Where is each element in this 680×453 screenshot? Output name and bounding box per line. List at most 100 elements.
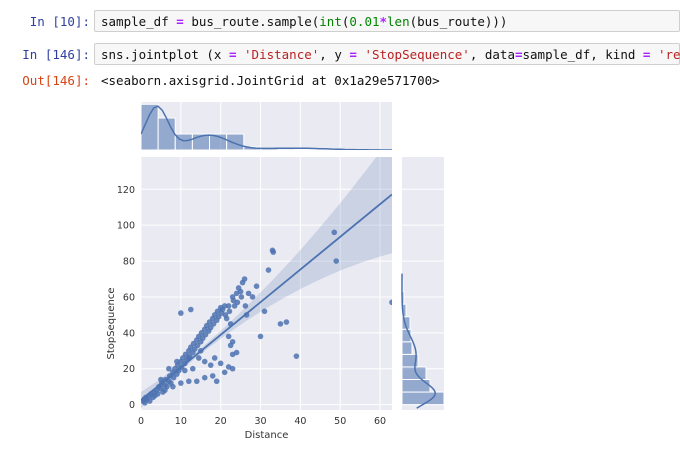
scatter-point (225, 333, 232, 340)
x-marginal-area (141, 103, 392, 150)
code-token: = (642, 47, 651, 62)
scatter-point (265, 267, 272, 273)
scatter-point (189, 365, 196, 372)
code-input[interactable]: sns.jointplot (x = 'Distance', y = 'Stop… (94, 43, 680, 65)
x-tick-label: 30 (254, 416, 266, 427)
scatter-point (193, 378, 200, 385)
output-prompt: Out[146]: (22, 73, 90, 88)
input-prompt: In [10]: (29, 14, 90, 29)
scatter-point (178, 380, 184, 386)
code-token: = (228, 47, 237, 62)
confidence-band (141, 157, 392, 409)
y-axis-label: StopSequence (106, 287, 117, 359)
scatter-point (194, 342, 201, 349)
y-tick-label: 100 (117, 221, 135, 232)
x-tick-label: 20 (215, 416, 227, 427)
code-token: sample_df, kind (522, 47, 643, 62)
x-kde-curve (141, 105, 392, 150)
code-token: , y (319, 47, 350, 62)
scatter-point (270, 249, 277, 255)
scatter-point (226, 308, 233, 315)
scatter-point (211, 355, 218, 361)
scatter-point (146, 398, 153, 404)
scatter-point (277, 321, 284, 327)
scatter-point (201, 374, 208, 381)
code-token: , data (469, 47, 515, 62)
code-token: . (123, 47, 132, 62)
scatter-point (253, 283, 260, 289)
scatter-point (188, 306, 194, 313)
y-tick-label: 20 (123, 364, 135, 375)
scatter-point (333, 258, 340, 264)
code-token: 'reg' (657, 47, 680, 62)
scatter-point (257, 333, 264, 340)
code-token: jointplot (x (131, 47, 229, 62)
x-tick-label: 0 (138, 416, 144, 427)
scatter-point (221, 303, 228, 309)
scatter-point (223, 315, 230, 322)
code-token: * (379, 14, 388, 29)
code-token: = (349, 47, 357, 62)
scatter-point (237, 288, 244, 295)
code-token: . (259, 14, 267, 29)
code-token: = (176, 14, 184, 29)
scatter-point (186, 378, 192, 385)
x-tick-label: 50 (334, 416, 346, 427)
scatter-point (202, 331, 209, 338)
y-kde-curve (401, 273, 436, 409)
scatter-point (261, 308, 268, 315)
scatter-point (249, 294, 256, 300)
scatter-point (234, 299, 241, 306)
y-tick-label: 40 (123, 328, 135, 339)
input-prompt: In [146]: (22, 47, 90, 62)
scatter-point (182, 367, 188, 374)
code-token: sns (101, 47, 124, 62)
x-histogram-bar (157, 117, 176, 150)
code-token: (bus_route))) (409, 14, 508, 29)
y-tick-label: 60 (123, 292, 135, 303)
scatter-point (166, 365, 172, 372)
y-tick-label: 120 (117, 185, 135, 196)
code-token: 'Distance' (244, 47, 320, 62)
y-histogram-bar (401, 366, 427, 380)
scatter-point (331, 229, 338, 236)
code-token: 'StopSequence' (364, 47, 470, 62)
code-token: ( (341, 14, 350, 29)
x-histogram-bar (174, 133, 193, 150)
code-token: sample_df (101, 14, 177, 29)
x-tick-label: 10 (175, 416, 187, 427)
code-cell-1[interactable]: In [10]: sample_df = bus_route.sample(in… (0, 10, 680, 34)
y-tick-label: 0 (129, 400, 135, 411)
scatter-point (242, 303, 249, 309)
code-input[interactable]: sample_df = bus_route.sample(int(0.01*le… (94, 10, 680, 32)
scatter-point (178, 310, 184, 316)
scatter-point (209, 373, 216, 379)
scatter-point (207, 362, 214, 368)
scatter-point (195, 355, 202, 361)
scatter-point (221, 369, 228, 376)
scatter-point (233, 349, 240, 356)
scatter-point (241, 276, 248, 282)
x-tick-label: 40 (294, 416, 306, 427)
scatter-point (238, 294, 245, 300)
x-histogram-bar (226, 133, 245, 150)
scatter-point (217, 360, 224, 367)
scatter-point (225, 303, 232, 309)
x-tick-label: 60 (374, 416, 386, 427)
x-marginal-histogram (140, 102, 392, 150)
y-marginal-histogram (401, 157, 445, 410)
y-histogram-bar (401, 341, 413, 355)
scatter-point (213, 378, 220, 385)
regression-line (141, 193, 392, 401)
scatter-point (158, 376, 164, 383)
joint-scatter-plot: 0 10 20 30 40 50 60 0 20 40 60 80 100 120 Distance Stop… (106, 157, 392, 441)
plot-area (141, 157, 392, 409)
code-cell-2[interactable]: In [146]: sns.jointplot (x = 'Distance',… (0, 43, 680, 103)
scatter-point (245, 290, 252, 297)
scatter-point (162, 387, 168, 394)
y-histogram-bar (401, 391, 445, 406)
code-token: bus_route (183, 14, 260, 29)
scatter-point (229, 365, 236, 372)
scatter-point (170, 383, 176, 390)
